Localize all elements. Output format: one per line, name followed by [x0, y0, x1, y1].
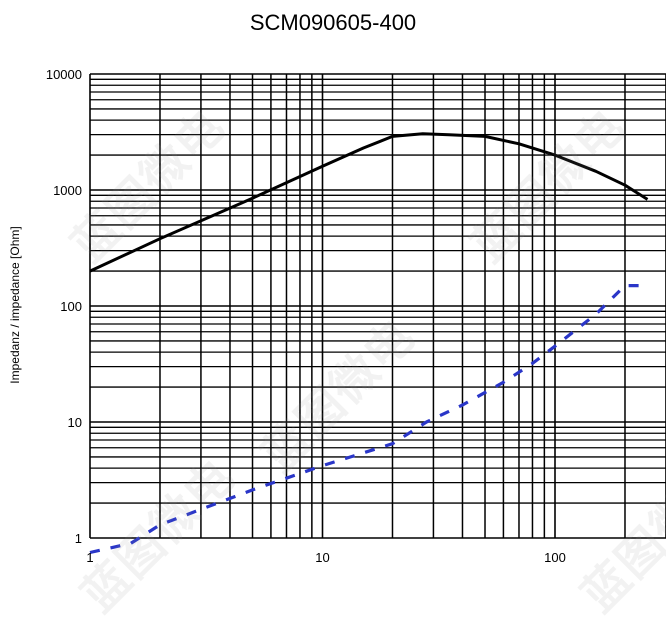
y-tick-label: 10000 [46, 67, 82, 82]
dashed-series-line [89, 284, 648, 555]
x-tick-label: 1 [86, 550, 93, 565]
y-tick-label: 10 [68, 415, 82, 430]
y-tick-label: 100 [60, 299, 82, 314]
y-tick-label: 1 [75, 531, 82, 546]
y-tick-label: 1000 [53, 183, 82, 198]
chart-title: SCM090605-400 [249, 10, 417, 35]
x-tick-label: 10 [315, 550, 329, 565]
solid-series-line [89, 132, 649, 273]
x-tick-label: 100 [544, 550, 566, 565]
impedance-chart: 1 10 100 1000 10000 1 10 100 [46, 67, 666, 565]
